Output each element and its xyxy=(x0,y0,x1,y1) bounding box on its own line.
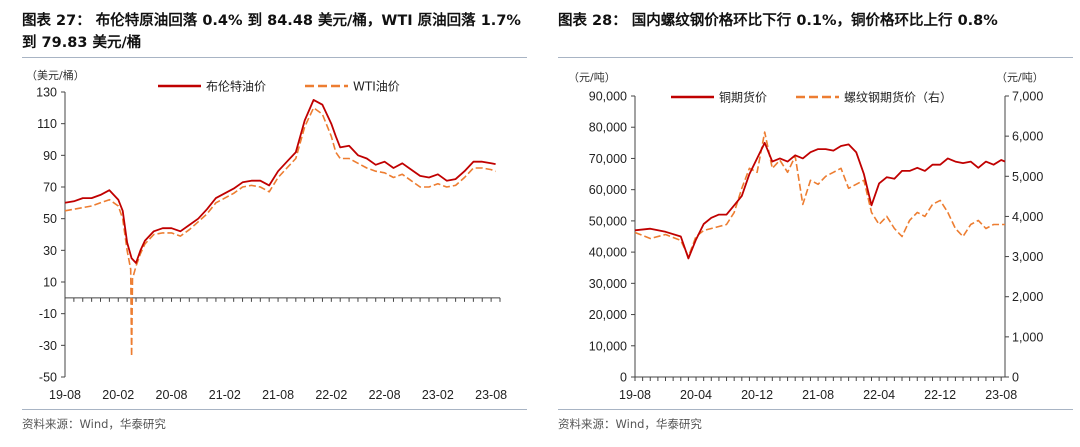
y-tick-label-right: 4,000 xyxy=(1012,210,1043,224)
y-tick-label-right: 5,000 xyxy=(1012,170,1043,184)
x-tick-label: 22-04 xyxy=(863,388,895,402)
x-tick-label: 22-12 xyxy=(924,388,956,402)
right-chart: （元/吨） （元/吨） 0 10,000 20,000 30,000 40,000 50,00… xyxy=(568,71,1044,402)
legend-label: 螺纹钢期货价（右） xyxy=(844,90,952,105)
source-divider xyxy=(558,409,1073,410)
series-line-brent xyxy=(64,99,496,264)
y-tick-label-right: 2,000 xyxy=(1012,290,1043,304)
y-tick-label: 10 xyxy=(43,276,57,290)
y-tick-label-left: 80,000 xyxy=(589,121,627,135)
y-tick-label: 30 xyxy=(43,244,57,258)
y-tick-label: 70 xyxy=(43,181,57,195)
y-axis-unit: （美元/桶） xyxy=(26,68,85,82)
y-tick-label-left: 20,000 xyxy=(589,308,627,322)
series-line-copper xyxy=(634,141,1006,260)
x-tick-label: 23-02 xyxy=(422,388,454,402)
title-divider xyxy=(558,57,1073,58)
source-note: 资料来源：Wind，华泰研究 xyxy=(22,417,166,431)
y-tick-label-right: 6,000 xyxy=(1012,130,1043,144)
left-chart: （美元/桶） -50 -30 -10 10 30 50 70 90 110 130 19-08 20-0… xyxy=(26,68,507,402)
series-line-wti xyxy=(64,107,496,358)
y-tick-label: 90 xyxy=(43,149,57,163)
y-axis-unit-right: （元/吨） xyxy=(996,71,1044,84)
y-tick-label-left: 40,000 xyxy=(589,246,627,260)
y-tick-label-right: 1,000 xyxy=(1012,330,1043,344)
y-tick-label-left: 0 xyxy=(620,371,627,385)
x-tick-label: 20-08 xyxy=(156,388,188,402)
x-tick-label: 19-08 xyxy=(619,388,651,402)
y-tick-label-left: 30,000 xyxy=(589,277,627,291)
y-tick-label-left: 70,000 xyxy=(589,152,627,166)
x-tick-label: 21-08 xyxy=(262,388,294,402)
legend-label: 布伦特油价 xyxy=(206,79,266,94)
y-tick-label: -50 xyxy=(39,371,57,385)
y-tick-label-left: 50,000 xyxy=(589,214,627,228)
left-chart-panel: 图表 27： 布伦特原油回落 0.4% 到 84.48 美元/桶，WTI 原油回… xyxy=(22,13,527,431)
y-tick-label-left: 10,000 xyxy=(589,339,627,353)
x-tick-label: 21-02 xyxy=(209,388,241,402)
y-axis-unit-left: （元/吨） xyxy=(568,71,616,84)
x-tick-label: 20-12 xyxy=(741,388,773,402)
x-tick-label: 20-02 xyxy=(102,388,134,402)
y-tick-label: -30 xyxy=(39,339,57,353)
x-tick-label: 23-08 xyxy=(475,388,507,402)
x-tick-label: 22-02 xyxy=(315,388,347,402)
title-divider xyxy=(22,57,527,58)
y-tick-label: 110 xyxy=(37,117,57,131)
x-tick-label: 20-04 xyxy=(680,388,712,402)
legend-label: 铜期货价 xyxy=(719,90,767,105)
chart-title: 图表 27： 布伦特原油回落 0.4% 到 84.48 美元/桶，WTI 原油回… xyxy=(22,13,521,51)
x-tick-label: 19-08 xyxy=(49,388,81,402)
legend-label: WTI油价 xyxy=(353,80,400,94)
right-chart-panel: 图表 28： 国内螺纹钢价格环比下行 0.1%，铜价格环比上行 0.8% （元/… xyxy=(548,0,1080,447)
series-line-rebar xyxy=(634,131,1005,258)
y-tick-label-right: 0 xyxy=(1012,371,1019,385)
y-tick-label-right: 3,000 xyxy=(1012,250,1043,264)
source-divider xyxy=(22,409,527,410)
y-tick-label: -10 xyxy=(39,307,57,321)
chart-title: 图表 28： 国内螺纹钢价格环比下行 0.1%，铜价格环比上行 0.8% xyxy=(558,13,998,29)
y-tick-label: 130 xyxy=(36,86,57,100)
y-tick-label-left: 90,000 xyxy=(589,90,627,104)
x-tick-label: 22-08 xyxy=(369,388,401,402)
source-note: 资料来源：Wind，华泰研究 xyxy=(558,417,702,431)
x-tick-label: 21-08 xyxy=(802,388,834,402)
y-tick-label-right: 7,000 xyxy=(1012,90,1043,104)
y-tick-label: 50 xyxy=(43,212,57,226)
x-tick-label: 23-08 xyxy=(985,388,1017,402)
y-tick-label-left: 60,000 xyxy=(589,183,627,197)
